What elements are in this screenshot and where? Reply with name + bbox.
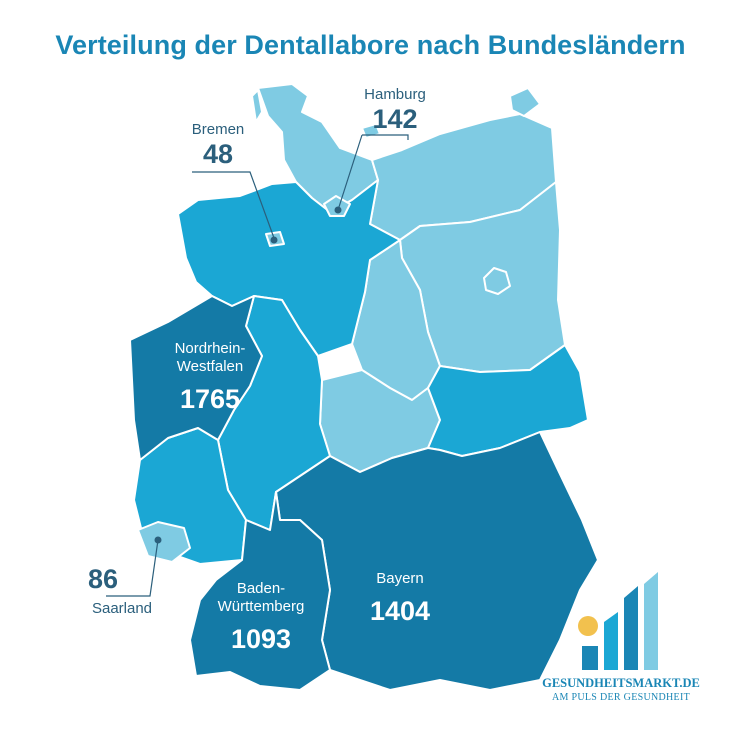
bremen-leader-line xyxy=(192,171,275,239)
state-baden-wuerttemberg xyxy=(189,491,331,691)
label-bremen: Bremen 48 xyxy=(178,121,258,169)
bw-value: 1093 xyxy=(230,624,292,654)
nrw-value: 1765 xyxy=(179,384,241,414)
logo-bar-1 xyxy=(582,646,598,670)
logo-bar-2 xyxy=(604,612,618,670)
label-hamburg: Hamburg 142 xyxy=(355,86,435,134)
hamburg-marker xyxy=(334,206,342,214)
nrw-name-line1: Nordrhein- xyxy=(174,340,246,357)
logo-tagline: AM PULS DER GESUNDHEIT xyxy=(552,692,690,703)
bw-name-line2: Württemberg xyxy=(217,598,305,615)
hamburg-leader-line xyxy=(362,134,409,140)
state-saarland xyxy=(137,521,191,563)
logo-bar-4 xyxy=(644,572,658,670)
sun-icon xyxy=(578,616,598,636)
logo-wordmark: GESUNDHEITSMARKT.DE xyxy=(542,676,700,690)
saarland-value: 86 xyxy=(88,564,119,594)
saarland-name: Saarland xyxy=(91,600,153,617)
nrw-name-line2: Westfalen xyxy=(176,358,244,375)
bayern-value: 1404 xyxy=(369,596,431,626)
saarland-marker xyxy=(154,536,162,544)
state-hamburg xyxy=(323,195,351,217)
state-berlin xyxy=(483,267,511,295)
island-ruegen xyxy=(509,87,541,117)
hamburg-value: 142 xyxy=(372,104,418,134)
label-saarland: 86 Saarland xyxy=(82,564,162,618)
island-sylt xyxy=(251,89,263,123)
hamburg-name: Hamburg xyxy=(364,86,426,103)
bayern-name: Bayern xyxy=(376,570,424,587)
logo-bar-3 xyxy=(624,586,638,670)
label-baden-wuerttemberg: Baden- Württemberg 1093 xyxy=(206,580,316,654)
label-bayern: Bayern 1404 xyxy=(350,570,450,626)
page-title: Verteilung der Dentallabore nach Bundesl… xyxy=(55,30,686,60)
label-nordrhein-westfalen: Nordrhein- Westfalen 1765 xyxy=(150,340,270,414)
gesundheitsmarkt-logo xyxy=(578,572,658,670)
hamburg-leader-diagonal xyxy=(337,134,363,211)
state-nordrhein-westfalen xyxy=(129,295,263,461)
bremen-value: 48 xyxy=(202,139,234,169)
bw-name-line1: Baden- xyxy=(236,580,286,597)
bremen-marker xyxy=(270,236,278,244)
bremen-name: Bremen xyxy=(191,121,245,138)
saarland-leader-line xyxy=(106,539,159,597)
